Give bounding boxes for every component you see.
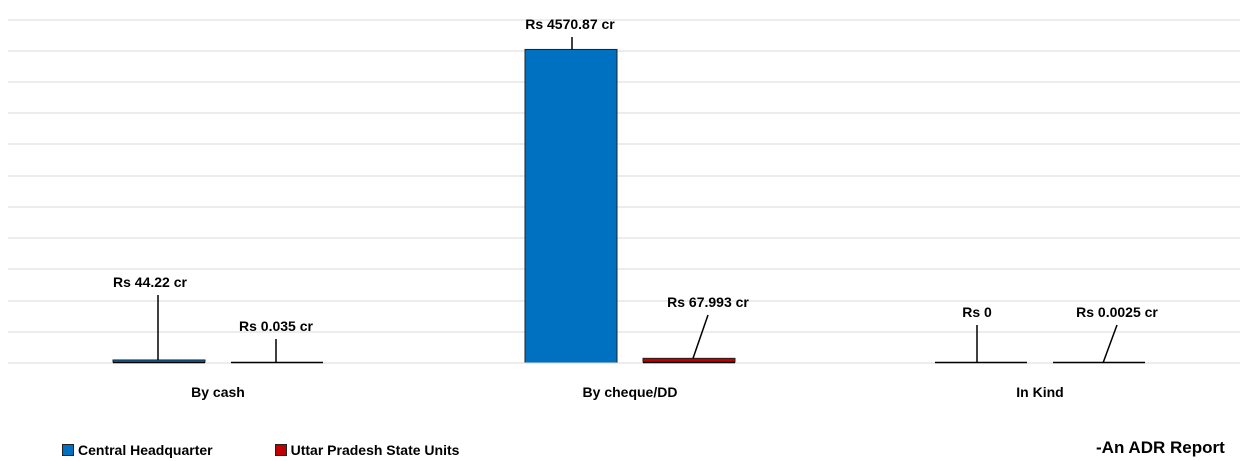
legend-swatch (62, 444, 74, 456)
category-label: In Kind (1016, 384, 1063, 400)
data-label: Rs 0.035 cr (239, 318, 313, 334)
legend-item-up-state-units: Uttar Pradesh State Units (274, 442, 460, 458)
data-label-leader (692, 314, 709, 359)
data-label-leader (1102, 324, 1118, 364)
legend-item-central-headquarter: Central Headquarter (62, 442, 213, 458)
bar-central-headquarter-1 (524, 48, 618, 364)
data-label: Rs 67.993 cr (667, 294, 749, 310)
legend-swatch (274, 444, 287, 456)
data-label: Rs 44.22 cr (113, 274, 187, 290)
category-label: By cheque/DD (583, 384, 678, 400)
legend: Central Headquarter Uttar Pradesh State … (62, 442, 521, 458)
report-credit: -An ADR Report (1096, 438, 1225, 457)
legend-label: Central Headquarter (78, 442, 213, 458)
data-label: Rs 4570.87 cr (525, 16, 615, 32)
data-label: Rs 0 (962, 304, 992, 320)
data-label: Rs 0.0025 cr (1076, 304, 1158, 320)
legend-label: Uttar Pradesh State Units (290, 442, 460, 458)
category-label: By cash (191, 384, 245, 400)
